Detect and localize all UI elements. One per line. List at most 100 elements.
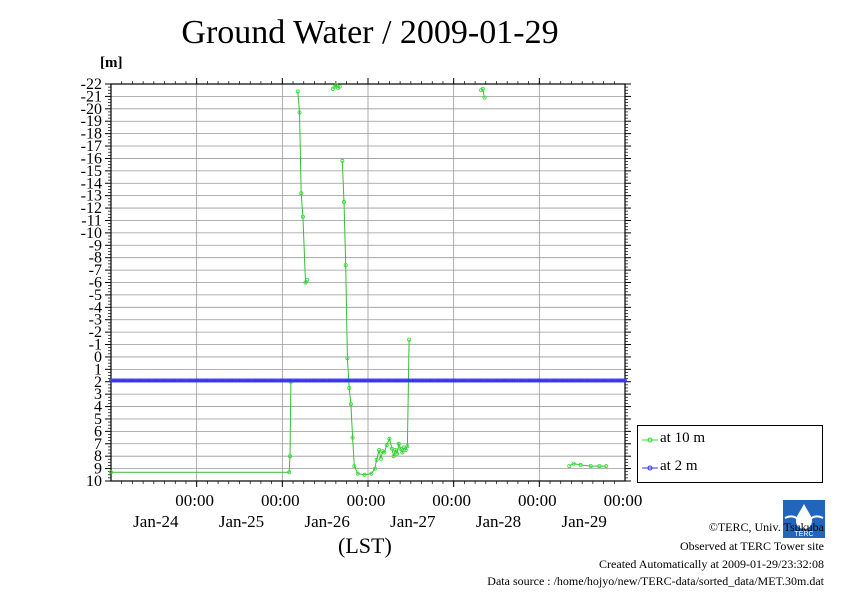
y-axis: -22-21-20-19-18-17-16-15-14-13-12-11-10-…: [81, 76, 631, 490]
grid: [111, 83, 625, 482]
x-tick-label-time: 00:00: [604, 491, 643, 510]
data-point: [144, 378, 149, 383]
series-layer: [109, 83, 628, 477]
y-tick-label: -16: [81, 150, 102, 167]
data-point: [109, 470, 114, 475]
chart-title: Ground Water / 2009-01-29: [181, 14, 559, 51]
data-point: [133, 378, 138, 383]
data-point: [345, 356, 350, 361]
data-point: [174, 378, 179, 383]
data-point: [233, 378, 238, 383]
terc-logo-icon: TERC: [783, 500, 825, 538]
credit-line-1: ©TERC, Univ. Tsukuba: [708, 520, 824, 534]
data-point: [395, 451, 400, 456]
legend-marker-2m: [642, 465, 658, 471]
y-tick-label: -14: [81, 175, 102, 192]
x-tick-label-time: 00:00: [432, 491, 471, 510]
data-point: [224, 378, 229, 383]
data-point: [210, 378, 215, 383]
data-point: [212, 378, 217, 383]
x-tick-label-date: Jan-29: [562, 512, 607, 531]
data-point: [387, 436, 392, 441]
data-point: [157, 378, 162, 383]
data-point: [180, 378, 185, 383]
data-point: [142, 378, 147, 383]
x-axis: 00:00Jan-2400:00Jan-2500:00Jan-2600:00Ja…: [121, 78, 643, 531]
y-tick-label: 6: [94, 423, 102, 440]
data-point: [382, 450, 387, 455]
data-point: [237, 378, 242, 383]
data-point: [341, 199, 346, 204]
data-point: [119, 378, 124, 383]
data-point: [621, 378, 626, 383]
data-point: [405, 444, 410, 449]
data-point: [578, 462, 583, 467]
y-tick-label: 7: [94, 436, 102, 453]
y-tick-label: 8: [94, 448, 102, 465]
x-tick-label-date: Jan-24: [133, 512, 179, 531]
legend-marker-10m: [642, 437, 658, 443]
data-point: [347, 385, 352, 390]
data-point: [403, 447, 408, 452]
legend-item-10m: at 10 m: [638, 430, 822, 450]
y-tick-label: -17: [81, 138, 102, 155]
data-point: [340, 158, 345, 163]
credit-line-2: Observed at TERC Tower site: [679, 539, 824, 553]
data-point: [378, 456, 383, 461]
y-tick-label: 9: [94, 461, 102, 478]
y-tick-label: -9: [89, 237, 102, 254]
y-tick-label: -19: [81, 113, 102, 130]
x-tick-label-date: Jan-27: [390, 512, 436, 531]
x-tick-label-time: 00:00: [261, 491, 300, 510]
legend-item-2m: at 2 m: [638, 458, 822, 478]
legend-label-2m: at 2 m: [660, 458, 698, 474]
y-tick-label: -6: [89, 275, 102, 292]
data-point: [588, 464, 593, 469]
y-tick-label: -20: [81, 101, 102, 118]
data-point: [372, 466, 377, 471]
data-point: [223, 378, 228, 383]
y-tick-label: -1: [89, 337, 102, 354]
data-point: [208, 378, 213, 383]
data-point: [198, 378, 203, 383]
data-point: [162, 378, 167, 383]
data-point: [132, 378, 137, 383]
y-tick-label: -4: [89, 299, 102, 316]
data-point: [287, 454, 292, 459]
data-point: [482, 95, 487, 100]
series-line: [297, 91, 308, 285]
data-point: [374, 457, 379, 462]
y-tick-label: -22: [81, 76, 102, 93]
data-point: [221, 378, 226, 383]
data-point: [604, 464, 609, 469]
y-tick-label: 5: [94, 411, 102, 428]
data-point: [187, 378, 192, 383]
data-point: [295, 89, 300, 94]
y-tick-label: -11: [81, 212, 102, 229]
y-tick-label: 2: [94, 374, 102, 391]
y-tick-label: -2: [89, 324, 102, 341]
data-point: [407, 337, 412, 342]
data-point: [246, 378, 251, 383]
x-axis-label: (LST): [338, 533, 392, 558]
data-point: [480, 87, 485, 92]
y-tick-label: 1: [94, 361, 102, 378]
data-point: [389, 446, 394, 451]
x-tick-label-date: Jan-28: [476, 512, 521, 531]
x-tick-label-time: 00:00: [175, 491, 214, 510]
data-point: [377, 447, 382, 452]
y-tick-label: -10: [81, 225, 102, 242]
series-1: [109, 378, 628, 383]
y-tick-label: -15: [81, 163, 102, 180]
y-tick-label: -3: [89, 312, 102, 329]
data-point: [192, 378, 197, 383]
data-point: [400, 450, 405, 455]
y-tick-label: -7: [89, 262, 102, 279]
data-point: [199, 378, 204, 383]
legend: at 10 m at 2 m: [637, 425, 823, 483]
data-point: [337, 84, 342, 89]
data-point: [384, 442, 389, 447]
x-tick-label-time: 00:00: [347, 491, 386, 510]
y-tick-label: -8: [89, 250, 102, 267]
data-point: [567, 464, 572, 469]
